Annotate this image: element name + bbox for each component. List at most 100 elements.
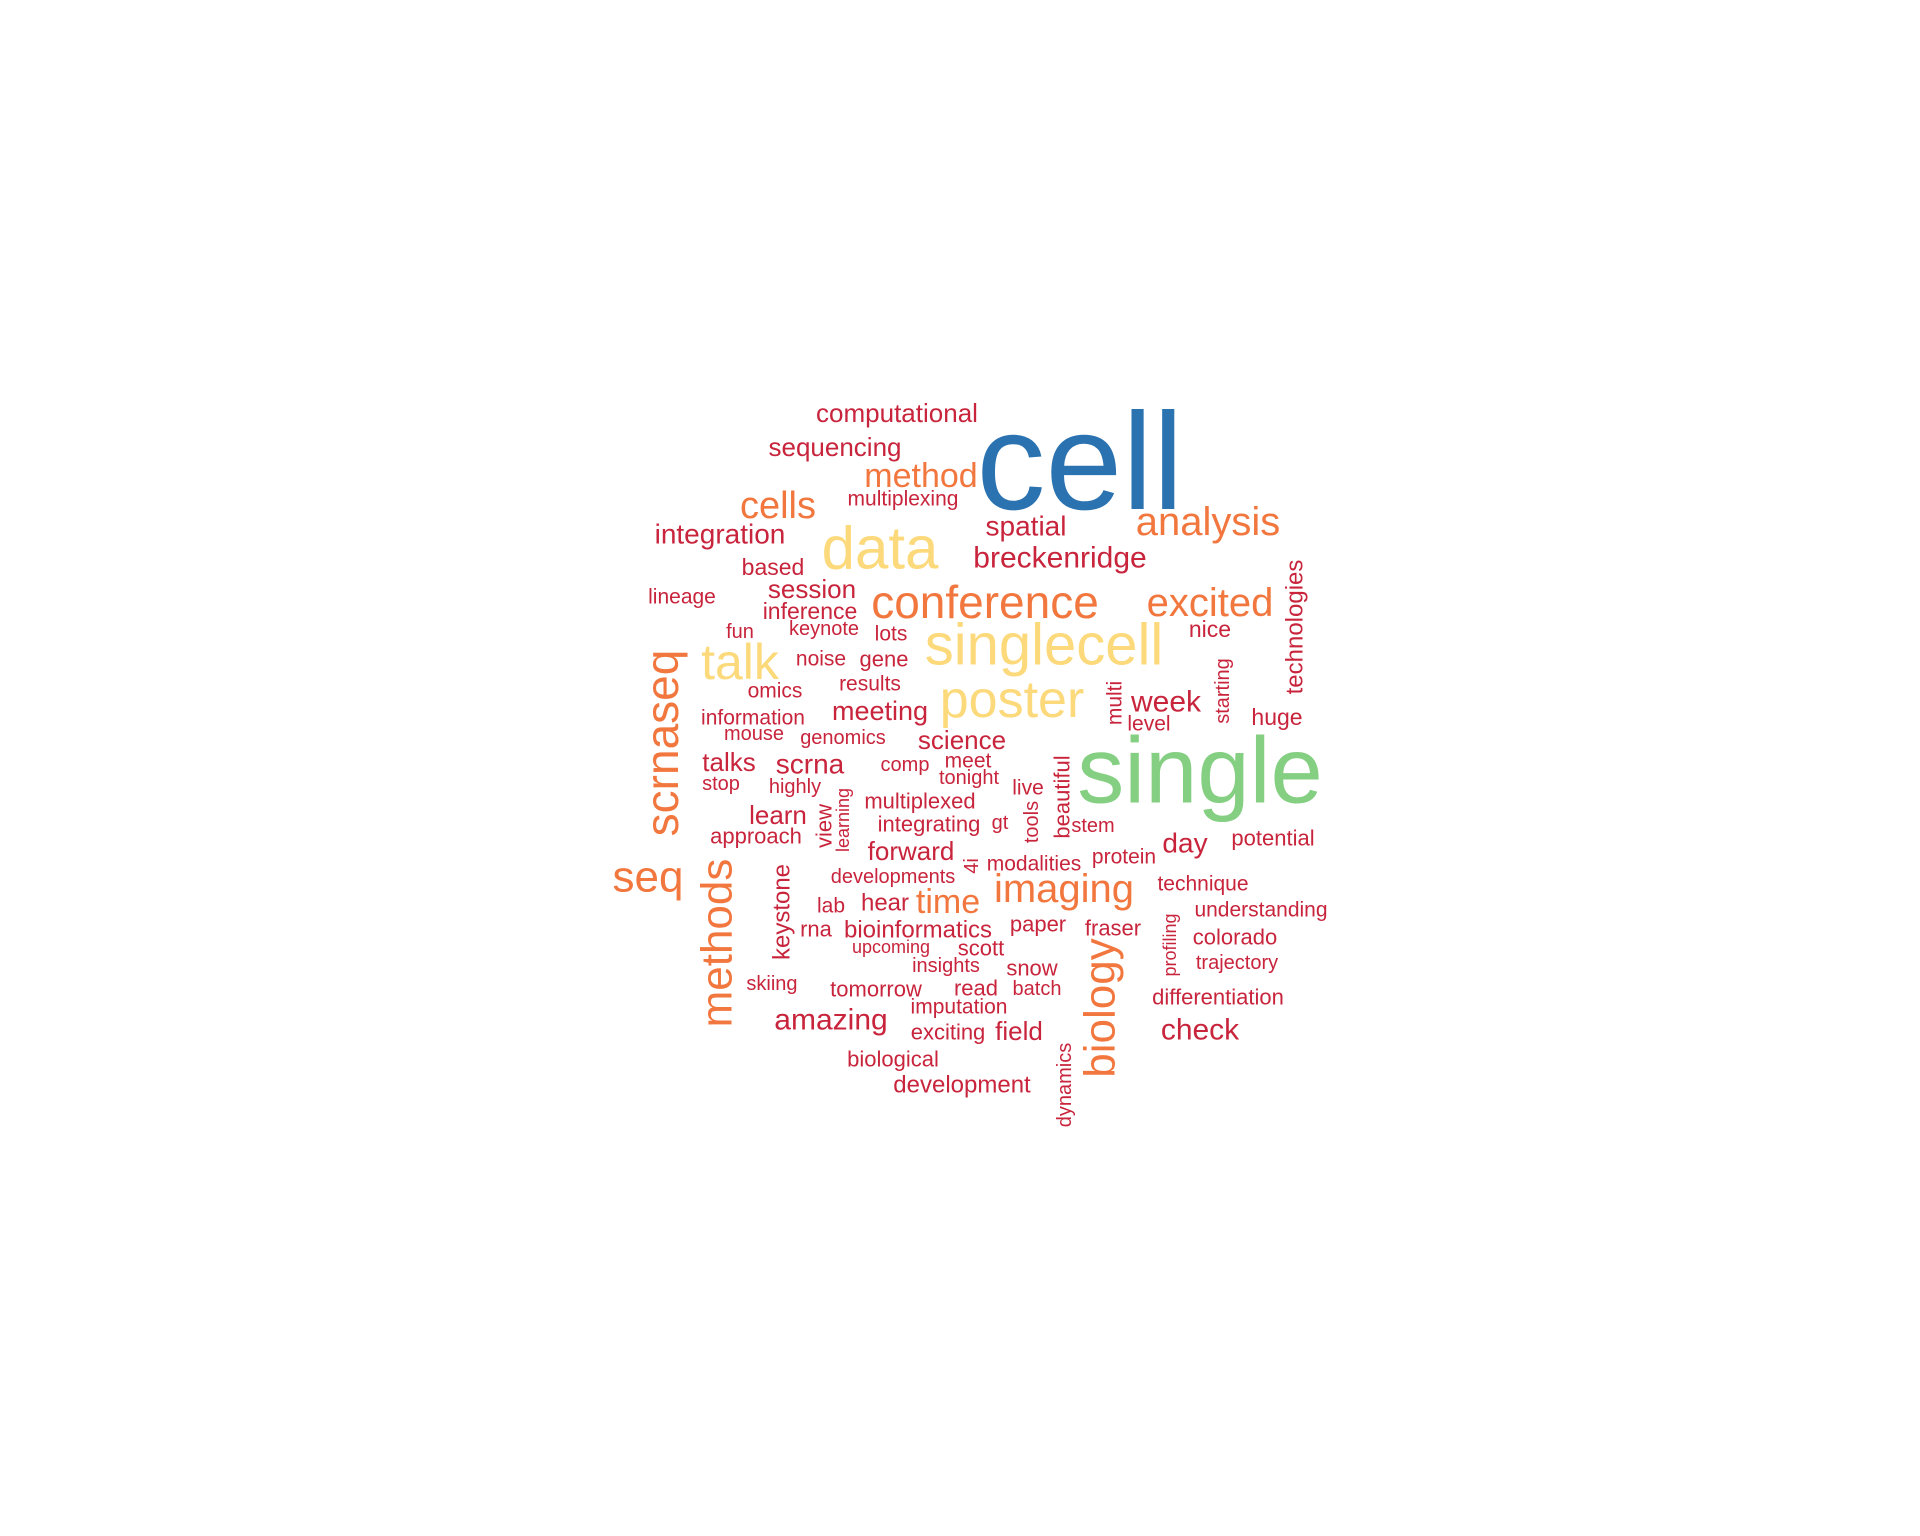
word-genomics: genomics [800,727,886,749]
word-integration: integration [655,519,786,550]
word-stop: stop [702,773,740,795]
word-field: field [995,1016,1043,1046]
word-cells: cells [740,485,816,527]
word-bioinformatics: bioinformatics [844,917,992,944]
word-multiplexing: multiplexing [848,488,959,511]
word-information: information [701,707,805,730]
word-amazing: amazing [774,1004,887,1037]
word-excited: excited [1147,581,1274,625]
word-tools: tools [1021,801,1043,843]
word-integrating: integrating [878,812,981,837]
word-gene: gene [860,647,909,672]
word-developments: developments [831,866,956,888]
word-keystone: keystone [769,864,796,960]
word-stem: stem [1071,815,1114,837]
word-gt: gt [992,812,1009,834]
word-technologies: technologies [1282,560,1309,695]
word-approach: approach [710,824,802,849]
word-learn: learn [749,800,807,830]
word-technique: technique [1157,873,1248,896]
word-colorado: colorado [1193,925,1277,950]
word-highly: highly [769,776,821,798]
word-fun: fun [726,621,754,643]
word-biology: biology [1076,938,1125,1077]
word-spatial: spatial [986,511,1067,542]
word-tonight: tonight [939,767,999,789]
word-methods: methods [693,859,742,1028]
word-time: time [916,883,980,921]
word-inference: inference [763,598,858,624]
word-talk: talk [701,634,780,690]
word-meeting: meeting [832,696,928,726]
word-hear: hear [861,890,909,917]
word-computational: computational [816,398,978,428]
word-development: development [893,1072,1031,1099]
word-scrnaseq: scrnaseq [636,650,688,837]
word-differentiation: differentiation [1152,985,1284,1010]
word-nice: nice [1189,616,1231,642]
word-mouse: mouse [724,723,784,745]
word-tomorrow: tomorrow [830,977,922,1002]
word-single: single [1077,718,1323,823]
word-check: check [1161,1014,1240,1047]
word-lots: lots [875,623,908,646]
word-day: day [1162,828,1207,859]
word-potential: potential [1231,826,1314,851]
word-skiing: skiing [746,973,797,995]
word-lab: lab [817,895,845,918]
word-rna: rna [800,917,833,942]
word-cell: cell [976,385,1183,539]
word-paper: paper [1010,912,1066,937]
word-biological: biological [847,1047,939,1072]
word-learning: learning [833,788,853,852]
word-upcoming: upcoming [852,937,930,957]
word-noise: noise [796,648,846,671]
word-sequencing: sequencing [769,432,902,462]
word-science: science [918,725,1006,755]
word-comp: comp [881,754,930,776]
word-based: based [742,554,805,580]
word-starting: starting [1212,658,1234,724]
word-seq: seq [613,853,684,902]
word-poster: poster [940,671,1085,729]
word-week: week [1130,686,1202,719]
word-data: data [822,515,939,582]
word-talks: talks [702,747,755,777]
word-multi: multi [1104,681,1127,725]
word-level: level [1127,713,1170,736]
word-method: method [864,457,977,495]
word-keynote: keynote [789,618,859,640]
word-live: live [1012,777,1044,800]
word-read: read [954,976,998,1001]
word-snow: snow [1006,956,1057,981]
word-protein: protein [1092,846,1156,869]
word-analysis: analysis [1136,500,1281,544]
word-batch: batch [1013,978,1062,1000]
word-scott: scott [958,936,1004,961]
word-modalities: modalities [987,853,1082,876]
word-beautiful: beautiful [1050,755,1075,838]
word-view: view [812,804,837,848]
word-exciting: exciting [911,1020,986,1045]
word-breckenridge: breckenridge [973,542,1146,575]
word-fraser: fraser [1085,916,1141,941]
word-huge: huge [1251,704,1302,730]
word-omics: omics [748,680,803,703]
word-lineage: lineage [648,586,716,609]
word-scrna: scrna [776,749,845,780]
word-dynamics: dynamics [1054,1043,1076,1127]
word-meet: meet [945,750,992,773]
word-imaging: imaging [994,867,1134,911]
word-insights: insights [912,955,980,977]
word-conference: conference [871,576,1099,628]
word-trajectory: trajectory [1196,952,1278,974]
word-imputation: imputation [911,996,1008,1019]
word-forward: forward [868,836,955,866]
word-multiplexed: multiplexed [864,789,975,814]
word-session: session [768,574,856,604]
word-results: results [839,673,901,696]
word-understanding: understanding [1194,899,1327,922]
word-4i: 4i [961,858,983,874]
word-singlecell: singlecell [925,613,1164,678]
